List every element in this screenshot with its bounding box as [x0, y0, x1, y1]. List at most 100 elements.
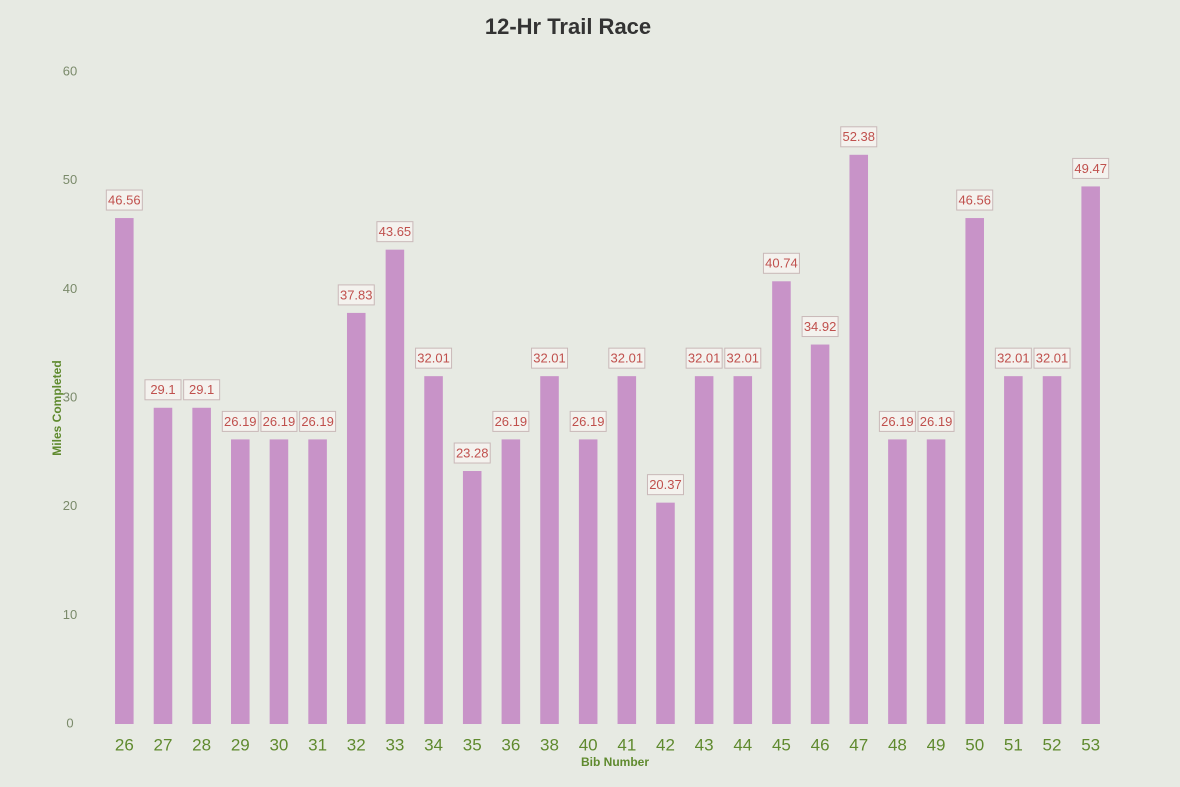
data-label: 43.65 — [379, 224, 412, 239]
bar — [231, 439, 250, 724]
data-label: 29.1 — [189, 382, 214, 397]
data-label-box — [299, 410, 337, 432]
x-tick-label: 45 — [772, 735, 791, 754]
y-tick-label: 10 — [63, 607, 77, 622]
bar — [462, 471, 482, 724]
data-label-box — [376, 221, 414, 243]
data-label: 49.47 — [1074, 161, 1107, 176]
bar — [888, 439, 907, 724]
x-tick-label: 41 — [617, 735, 636, 754]
data-label: 26.19 — [263, 414, 296, 429]
x-tick-label: 35 — [463, 735, 482, 754]
bar — [192, 407, 211, 724]
chart-title: 12-Hr Trail Race — [485, 14, 651, 39]
data-label: 32.01 — [688, 351, 721, 366]
data-label: 26.19 — [301, 414, 334, 429]
x-tick-label: 53 — [1081, 735, 1100, 754]
data-label: 40.74 — [765, 256, 798, 271]
data-label: 32.01 — [533, 351, 566, 366]
data-label: 26.19 — [881, 414, 914, 429]
data-label: 26.19 — [572, 414, 605, 429]
x-tick-label: 40 — [579, 735, 598, 754]
data-label: 20.37 — [649, 477, 682, 492]
data-label-box — [1072, 157, 1110, 179]
data-label-box — [608, 347, 646, 369]
x-tick-label: 34 — [424, 735, 443, 754]
data-label-box — [762, 252, 800, 274]
x-tick-label: 49 — [927, 735, 946, 754]
data-label-box — [956, 189, 994, 211]
x-tick-label: 50 — [965, 735, 984, 754]
bar — [733, 376, 753, 724]
data-label: 37.83 — [340, 287, 373, 302]
y-tick-label: 60 — [63, 63, 77, 78]
data-label-box — [183, 379, 221, 401]
bar — [810, 344, 830, 724]
y-axis-label: Miles Completed — [50, 360, 64, 455]
y-tick-label: 0 — [66, 715, 73, 730]
bar — [1081, 186, 1100, 724]
x-axis-label: Bib Number — [581, 755, 649, 769]
bar — [501, 439, 521, 724]
data-label: 52.38 — [842, 129, 875, 144]
data-label-box — [878, 410, 916, 432]
bar — [385, 249, 405, 725]
bar — [617, 376, 637, 724]
x-tick-label: 46 — [811, 735, 830, 754]
data-label: 46.56 — [108, 192, 141, 207]
data-label-box — [492, 410, 530, 432]
data-label-box — [646, 474, 684, 496]
data-label-box — [801, 316, 839, 338]
data-label: 32.01 — [1036, 351, 1069, 366]
x-tick-label: 44 — [733, 735, 752, 754]
y-tick-label: 50 — [63, 172, 77, 187]
data-label-box — [415, 347, 453, 369]
bar — [849, 154, 869, 724]
x-tick-label: 33 — [385, 735, 404, 754]
bar — [578, 439, 598, 724]
data-label-box — [260, 410, 298, 432]
bar — [540, 376, 559, 724]
x-tick-label: 30 — [269, 735, 288, 754]
bar — [269, 439, 289, 724]
data-label-box — [724, 347, 762, 369]
bar — [153, 407, 173, 724]
data-label-box — [569, 410, 607, 432]
data-label: 46.56 — [958, 192, 991, 207]
data-label-box — [453, 442, 491, 464]
bar — [115, 218, 134, 724]
x-tick-label: 42 — [656, 735, 675, 754]
x-tick-label: 32 — [347, 735, 366, 754]
x-tick-label: 36 — [501, 735, 520, 754]
data-label: 32.01 — [727, 351, 760, 366]
bar — [424, 376, 443, 724]
y-tick-label: 40 — [63, 281, 77, 296]
data-label: 29.1 — [150, 382, 175, 397]
bar — [965, 218, 984, 724]
y-tick-label: 20 — [63, 498, 77, 513]
data-label: 23.28 — [456, 445, 489, 460]
bar — [694, 376, 714, 724]
bar — [656, 502, 675, 724]
data-label-box — [917, 410, 955, 432]
data-label-box — [105, 189, 143, 211]
data-label-box — [840, 126, 878, 148]
x-tick-label: 43 — [695, 735, 714, 754]
data-label: 32.01 — [417, 351, 450, 366]
data-label: 34.92 — [804, 319, 837, 334]
x-tick-label: 51 — [1004, 735, 1023, 754]
data-label: 32.01 — [997, 351, 1030, 366]
bar — [308, 439, 327, 724]
data-label: 26.19 — [224, 414, 257, 429]
bar — [346, 312, 366, 724]
data-label-box — [1033, 347, 1071, 369]
x-tick-label: 47 — [849, 735, 868, 754]
bar — [1004, 376, 1023, 724]
data-label-box — [221, 410, 259, 432]
data-label-box — [685, 347, 723, 369]
bar — [1042, 376, 1062, 724]
x-tick-label: 29 — [231, 735, 250, 754]
x-tick-label: 31 — [308, 735, 327, 754]
data-label: 26.19 — [495, 414, 528, 429]
